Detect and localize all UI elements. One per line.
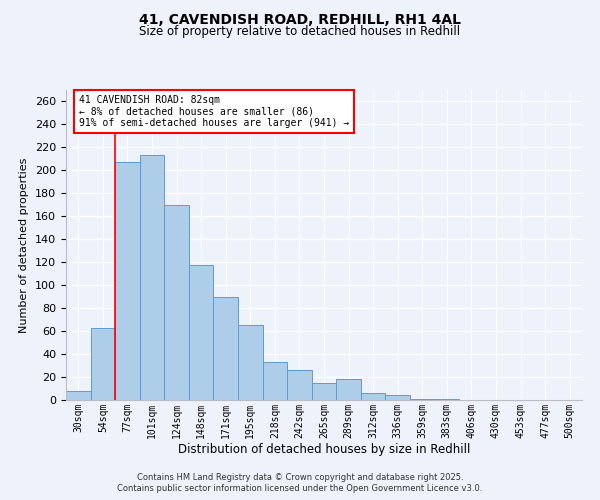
Text: Size of property relative to detached houses in Redhill: Size of property relative to detached ho…: [139, 25, 461, 38]
Bar: [115, 162, 140, 400]
Text: Contains HM Land Registry data © Crown copyright and database right 2025.: Contains HM Land Registry data © Crown c…: [137, 472, 463, 482]
Bar: [434, 399, 459, 400]
Bar: [140, 156, 164, 400]
Text: Distribution of detached houses by size in Redhill: Distribution of detached houses by size …: [178, 442, 470, 456]
Y-axis label: Number of detached properties: Number of detached properties: [19, 158, 29, 332]
Bar: [238, 326, 263, 400]
Bar: [214, 296, 238, 400]
Bar: [361, 393, 385, 400]
Bar: [410, 399, 434, 400]
Bar: [287, 370, 312, 400]
Bar: [312, 383, 336, 400]
Bar: [189, 264, 214, 400]
Bar: [91, 328, 115, 400]
Text: Contains public sector information licensed under the Open Government Licence v3: Contains public sector information licen…: [118, 484, 482, 493]
Bar: [336, 380, 361, 400]
Bar: [66, 391, 91, 400]
Bar: [385, 396, 410, 400]
Bar: [263, 362, 287, 400]
Text: 41 CAVENDISH ROAD: 82sqm
← 8% of detached houses are smaller (86)
91% of semi-de: 41 CAVENDISH ROAD: 82sqm ← 8% of detache…: [79, 94, 349, 128]
Bar: [164, 205, 189, 400]
Text: 41, CAVENDISH ROAD, REDHILL, RH1 4AL: 41, CAVENDISH ROAD, REDHILL, RH1 4AL: [139, 12, 461, 26]
